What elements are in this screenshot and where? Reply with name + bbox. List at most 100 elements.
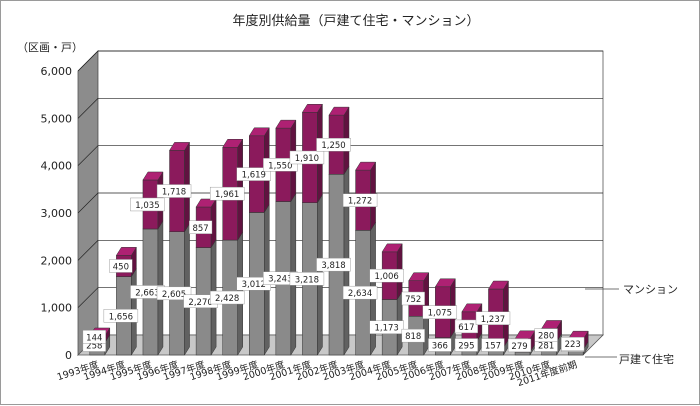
- data-label-house: 2,634: [348, 289, 372, 299]
- data-label-house: 157: [485, 342, 501, 352]
- bar-segment-mansion-top: [301, 104, 323, 113]
- data-label-mansion: 1,619: [242, 171, 266, 181]
- bar-segment-mansion-top: [169, 142, 190, 151]
- series-label-mansion: マンション: [623, 283, 678, 296]
- data-label-house-box: [401, 328, 425, 343]
- chart-title: 年度別供給量（戸建て住宅・マンション）: [232, 13, 479, 29]
- data-label-mansion-box: [422, 305, 458, 319]
- data-label-house: 818: [405, 332, 421, 342]
- data-label-mansion: 1,035: [135, 201, 159, 211]
- data-label-mansion: 1,550: [268, 161, 292, 171]
- gridline: [77, 239, 603, 261]
- data-label-house-box: [454, 338, 478, 352]
- bar-segment-mansion-top: [381, 243, 403, 253]
- data-label-mansion: 1,961: [215, 190, 239, 200]
- data-label-mansion-box: [263, 158, 298, 172]
- data-label-house: 281: [538, 342, 554, 352]
- data-label-house-box: [209, 290, 245, 305]
- data-label-mansion-box: [236, 167, 271, 181]
- data-label-mansion: 752: [405, 295, 421, 305]
- bar-segment-mansion-top: [275, 119, 297, 129]
- data-label-house-box: [428, 338, 452, 352]
- data-label-house: 366: [432, 342, 448, 352]
- bar-segment-mansion-top: [222, 139, 244, 148]
- data-label-house: 258: [86, 342, 102, 352]
- data-label-mansion-box: [534, 328, 558, 342]
- data-label-mansion: 617: [458, 323, 474, 333]
- data-label-mansion-box: [475, 311, 511, 325]
- data-label-house: 3,012: [242, 280, 266, 290]
- data-label-house-box: [481, 338, 505, 352]
- data-label-mansion-box: [454, 319, 478, 334]
- bar-segment-mansion: [488, 280, 509, 349]
- data-label-house-box: [369, 320, 404, 334]
- data-label-mansion: 280: [538, 332, 554, 342]
- data-label-mansion-box: [189, 220, 213, 234]
- bar-segment-mansion-top: [488, 280, 509, 290]
- data-label-mansion: 1,718: [162, 188, 186, 198]
- gridline: [77, 50, 603, 72]
- y-tick-label: 4,000: [41, 160, 73, 173]
- data-label-mansion: 1,910: [295, 154, 319, 164]
- bar-segment-mansion-top: [434, 278, 456, 288]
- gridline: [77, 287, 603, 308]
- data-label-mansion: 1,006: [374, 272, 398, 282]
- data-label-house: 3,243: [268, 275, 292, 285]
- data-label-house: 2,270: [188, 298, 212, 308]
- bar-segment-mansion-top: [328, 106, 350, 116]
- data-label-mansion: 279: [511, 342, 527, 352]
- data-label-mansion: 144: [86, 333, 102, 343]
- data-label-house: 3,218: [295, 275, 319, 285]
- data-label-house-box: [316, 257, 351, 272]
- data-label-house-box: [156, 286, 192, 301]
- data-label-mansion-box: [369, 268, 404, 283]
- data-label-house-box: [289, 272, 325, 286]
- data-label-mansion: 1,250: [321, 141, 345, 151]
- data-label-mansion: 450: [113, 262, 129, 272]
- gridline: [77, 145, 603, 166]
- x-axis-categories: 1993年度1994年度1995年度1996年度1997年度1998年度1999…: [55, 358, 578, 389]
- data-label-mansion: 857: [192, 224, 208, 234]
- data-label-house-box: [103, 309, 139, 323]
- y-tick-label: 1,000: [41, 302, 73, 315]
- gridline: [77, 192, 603, 214]
- y-tick-label: 6,000: [41, 65, 73, 78]
- series-label-house: 戸建て住宅: [619, 352, 674, 366]
- data-label-mansion-box: [156, 184, 192, 198]
- bar-segment-mansion-top: [248, 127, 270, 137]
- bar-segment-house-front: [514, 351, 531, 356]
- bar-segment-mansion-top: [115, 247, 137, 256]
- data-label-house: 1,656: [109, 312, 133, 322]
- data-label-mansion: 1,237: [481, 315, 505, 325]
- data-label-mansion-box: [209, 186, 245, 201]
- data-label-mansion-box: [507, 338, 532, 353]
- data-label-house: 2,428: [215, 294, 239, 304]
- bar-segment-mansion-top: [461, 303, 483, 313]
- data-label-mansion-box: [316, 137, 351, 152]
- data-label-house: 1,173: [374, 324, 398, 334]
- data-label-mansion-box: [561, 336, 585, 351]
- y-tick-label: 5,000: [41, 112, 73, 125]
- bar-segment-mansion-top: [142, 171, 164, 181]
- y-axis-ticks: 0 1,000 2,000 3,000 4,000 5,000 6,000: [41, 65, 73, 362]
- data-label-house-box: [342, 285, 378, 300]
- data-label-mansion: 1,272: [348, 197, 372, 207]
- data-label-mansion-box: [82, 330, 106, 344]
- data-label-mansion-box: [342, 193, 378, 207]
- data-label-house: 2,605: [162, 290, 186, 300]
- data-label-house: 3,818: [321, 261, 345, 271]
- data-label-house: 2,663: [135, 288, 159, 298]
- y-tick-label: 2,000: [41, 254, 73, 267]
- data-label-mansion-box: [130, 197, 165, 212]
- y-tick-label: 0: [65, 349, 72, 362]
- bar-segment-mansion-top: [355, 161, 377, 171]
- data-label-mansion: 223: [565, 340, 581, 350]
- y-tick-label: 3,000: [41, 207, 73, 220]
- gridline: [77, 97, 603, 119]
- data-label-mansion-box: [109, 259, 133, 273]
- bar-segment-mansion-top: [408, 272, 430, 281]
- data-label-mansion: 1,075: [428, 309, 452, 319]
